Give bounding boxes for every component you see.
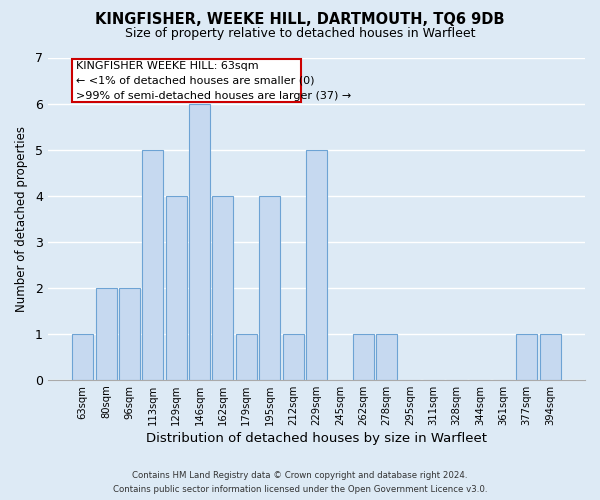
Bar: [119, 288, 140, 380]
Bar: [212, 196, 233, 380]
Text: Size of property relative to detached houses in Warfleet: Size of property relative to detached ho…: [125, 28, 475, 40]
Bar: [166, 196, 187, 380]
Bar: [539, 334, 560, 380]
Bar: [376, 334, 397, 380]
Bar: [236, 334, 257, 380]
Text: ← <1% of detached houses are smaller (0): ← <1% of detached houses are smaller (0): [76, 76, 314, 86]
X-axis label: Distribution of detached houses by size in Warfleet: Distribution of detached houses by size …: [146, 432, 487, 445]
Text: KINGFISHER WEEKE HILL: 63sqm: KINGFISHER WEEKE HILL: 63sqm: [76, 61, 259, 71]
Bar: [259, 196, 280, 380]
Text: Contains HM Land Registry data © Crown copyright and database right 2024.
Contai: Contains HM Land Registry data © Crown c…: [113, 472, 487, 494]
Bar: [353, 334, 374, 380]
Bar: [72, 334, 93, 380]
FancyBboxPatch shape: [71, 59, 301, 102]
Y-axis label: Number of detached properties: Number of detached properties: [15, 126, 28, 312]
Text: KINGFISHER, WEEKE HILL, DARTMOUTH, TQ6 9DB: KINGFISHER, WEEKE HILL, DARTMOUTH, TQ6 9…: [95, 12, 505, 28]
Bar: [283, 334, 304, 380]
Text: >99% of semi-detached houses are larger (37) →: >99% of semi-detached houses are larger …: [76, 90, 352, 101]
Bar: [516, 334, 537, 380]
Bar: [95, 288, 116, 380]
Bar: [189, 104, 210, 380]
Bar: [306, 150, 327, 380]
Bar: [142, 150, 163, 380]
